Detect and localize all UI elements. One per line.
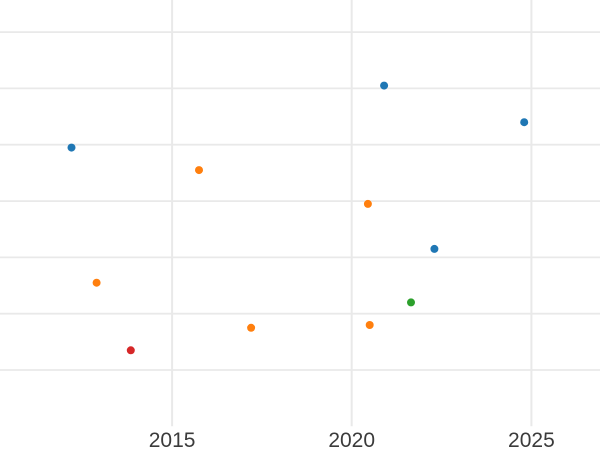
data-point-blue (430, 244, 439, 253)
data-point-blue (520, 118, 529, 127)
data-point-blue (67, 143, 76, 152)
x-tick-label-2025: 2025 (508, 429, 555, 450)
x-tick-label-2020: 2020 (328, 429, 376, 450)
data-point-orange (195, 166, 203, 175)
data-point-orange (247, 323, 256, 332)
data-point-orange (365, 321, 374, 329)
x-tick-label-2015: 2015 (148, 429, 196, 450)
data-point-orange (92, 278, 101, 287)
data-point-blue (380, 81, 389, 90)
data-point-green (407, 298, 415, 307)
data-point-red (126, 346, 135, 355)
data-point-orange (363, 199, 372, 208)
